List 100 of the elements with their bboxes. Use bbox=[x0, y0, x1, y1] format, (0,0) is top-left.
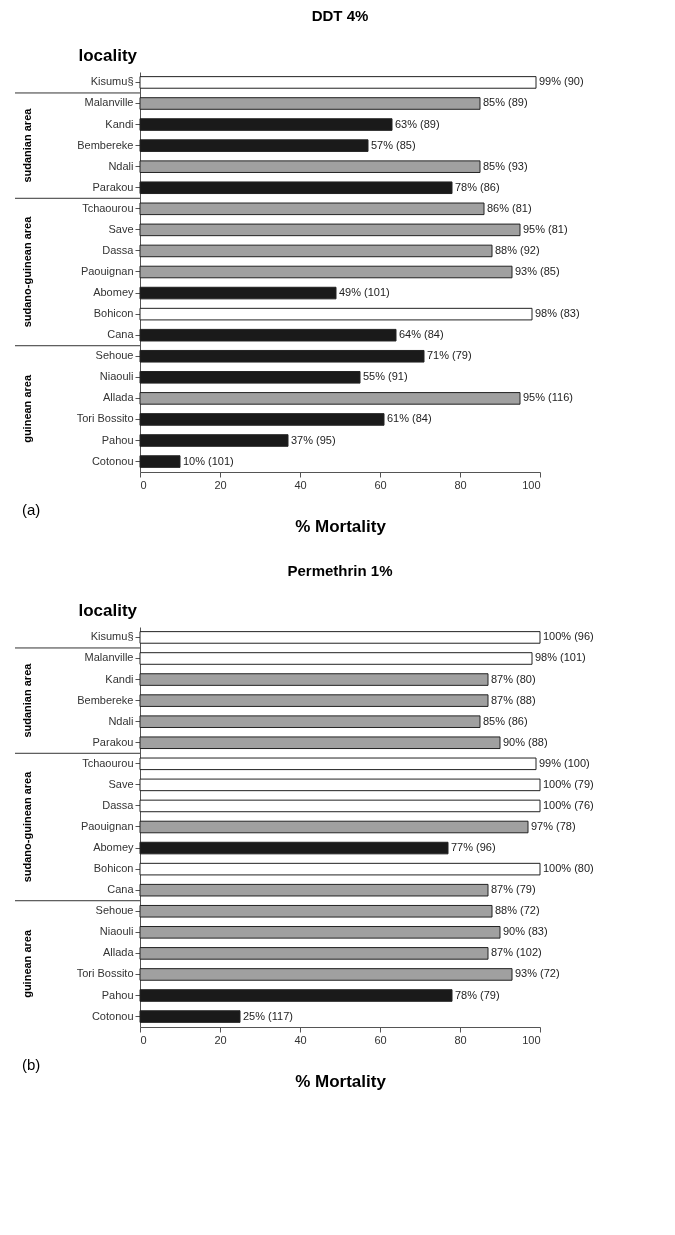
data-label: 90% (88) bbox=[503, 735, 548, 748]
data-label: 85% (93) bbox=[483, 159, 528, 172]
data-label: 78% (86) bbox=[455, 180, 500, 193]
data-label: 49% (101) bbox=[339, 286, 390, 299]
data-label: 55% (91) bbox=[363, 370, 408, 383]
y-tick-label: Pahou bbox=[101, 988, 134, 1001]
data-label: 86% (81) bbox=[487, 201, 532, 214]
y-tick-label: Kisumu§ bbox=[90, 75, 134, 88]
bar bbox=[139, 392, 521, 405]
x-tick-label: 60 bbox=[374, 478, 387, 491]
y-tick-label: Bohicon bbox=[93, 862, 134, 875]
data-label: 95% (116) bbox=[523, 391, 573, 404]
data-label: 61% (84) bbox=[387, 412, 432, 425]
data-label: 85% (89) bbox=[483, 96, 528, 109]
y-tick-label: Cotonou bbox=[91, 1009, 134, 1022]
x-tick-label: 20 bbox=[214, 478, 227, 491]
y-tick-label: Ndali bbox=[108, 714, 134, 727]
text: (b) bbox=[22, 1056, 41, 1073]
bar bbox=[139, 757, 537, 771]
x-tick-label: 40 bbox=[294, 478, 307, 491]
bar bbox=[139, 947, 489, 960]
bar bbox=[139, 736, 501, 750]
data-label: 87% (102) bbox=[491, 946, 542, 959]
bar bbox=[139, 455, 181, 468]
data-label: 10% (101) bbox=[183, 454, 234, 467]
y-tick-label: Dassa bbox=[102, 243, 135, 256]
y-tick-label: Allada bbox=[102, 391, 135, 404]
bar bbox=[139, 97, 481, 110]
y-tick-label: Tori Bossito bbox=[76, 412, 134, 425]
data-label: 87% (88) bbox=[491, 693, 536, 706]
bar bbox=[139, 265, 513, 279]
bar bbox=[139, 76, 537, 89]
bar bbox=[139, 160, 481, 173]
y-tick-label: Abomey bbox=[93, 841, 134, 854]
text: sudano-guinean area bbox=[21, 770, 33, 883]
text: sudanian area bbox=[21, 107, 33, 183]
data-label: 88% (72) bbox=[495, 904, 540, 917]
bar bbox=[139, 989, 453, 1002]
x-tick-label: 0 bbox=[140, 478, 147, 491]
data-label: 93% (85) bbox=[515, 265, 560, 277]
bar bbox=[139, 223, 521, 237]
y-tick-label: Niaouli bbox=[99, 925, 134, 938]
y-tick-label: Cotonou bbox=[91, 454, 134, 467]
text: sudano-guinean area bbox=[21, 215, 33, 328]
y-tick-label: Sehoue bbox=[95, 349, 134, 362]
data-label: 85% (86) bbox=[483, 714, 528, 727]
data-label: 90% (83) bbox=[503, 925, 548, 938]
x-tick-label: 80 bbox=[454, 1033, 467, 1046]
x-tick-label: 40 bbox=[294, 1033, 307, 1046]
bar bbox=[139, 694, 489, 707]
y-tick-label: Tori Bossito bbox=[76, 967, 134, 980]
y-tick-label: Kandi bbox=[105, 672, 134, 685]
data-label: 99% (100) bbox=[539, 756, 590, 769]
bar bbox=[139, 434, 289, 447]
bar bbox=[139, 307, 533, 321]
y-tick-label: Bembereke bbox=[77, 693, 134, 706]
bar bbox=[139, 862, 541, 876]
y-tick-label: Malanville bbox=[84, 96, 134, 109]
bar bbox=[139, 244, 493, 258]
y-tick-label: Save bbox=[108, 777, 134, 790]
data-label: 77% (96) bbox=[451, 841, 496, 854]
text: (a) bbox=[22, 501, 41, 518]
y-tick-label: Cana bbox=[107, 883, 135, 896]
x-axis-title: % Mortality bbox=[295, 516, 387, 536]
x-tick-label: 100 bbox=[522, 478, 541, 491]
bar bbox=[139, 820, 529, 834]
y-tick-label: Bohicon bbox=[93, 307, 134, 320]
x-tick-label: 60 bbox=[374, 1033, 387, 1046]
data-label: 99% (90) bbox=[539, 75, 584, 88]
bar bbox=[139, 181, 453, 195]
text: sudanian area bbox=[21, 662, 33, 738]
x-tick-label: 100 bbox=[522, 1033, 541, 1046]
data-label: 64% (84) bbox=[399, 328, 444, 341]
y-tick-label: Tchaourou bbox=[82, 756, 134, 769]
bar bbox=[139, 118, 393, 131]
y-tick-label: Allada bbox=[102, 946, 135, 959]
bar bbox=[139, 413, 385, 426]
bar bbox=[139, 652, 533, 665]
data-label: 98% (83) bbox=[535, 307, 580, 320]
data-label: 100% (96) bbox=[543, 630, 594, 643]
data-label: 100% (79) bbox=[543, 777, 594, 790]
x-axis-title: % Mortality bbox=[295, 1071, 387, 1091]
x-tick-label: 0 bbox=[140, 1033, 147, 1046]
bar bbox=[139, 778, 541, 792]
data-label: 37% (95) bbox=[291, 433, 336, 446]
data-label: 98% (101) bbox=[535, 651, 586, 664]
data-label: 93% (72) bbox=[515, 967, 560, 980]
bar bbox=[139, 841, 449, 855]
y-tick-label: Parakou bbox=[92, 180, 134, 193]
y-tick-label: Cana bbox=[107, 328, 135, 341]
bar bbox=[139, 1010, 241, 1023]
data-label: 100% (80) bbox=[543, 862, 594, 875]
y-tick-label: Parakou bbox=[92, 735, 134, 748]
y-tick-label: Dassa bbox=[102, 798, 135, 811]
data-label: 95% (81) bbox=[523, 222, 568, 235]
bar bbox=[139, 139, 369, 152]
y-tick-label: Abomey bbox=[93, 286, 134, 299]
text: guinean area bbox=[21, 929, 33, 998]
chart-title: DDT 4% bbox=[311, 7, 369, 24]
y-axis-title: locality bbox=[78, 45, 138, 65]
